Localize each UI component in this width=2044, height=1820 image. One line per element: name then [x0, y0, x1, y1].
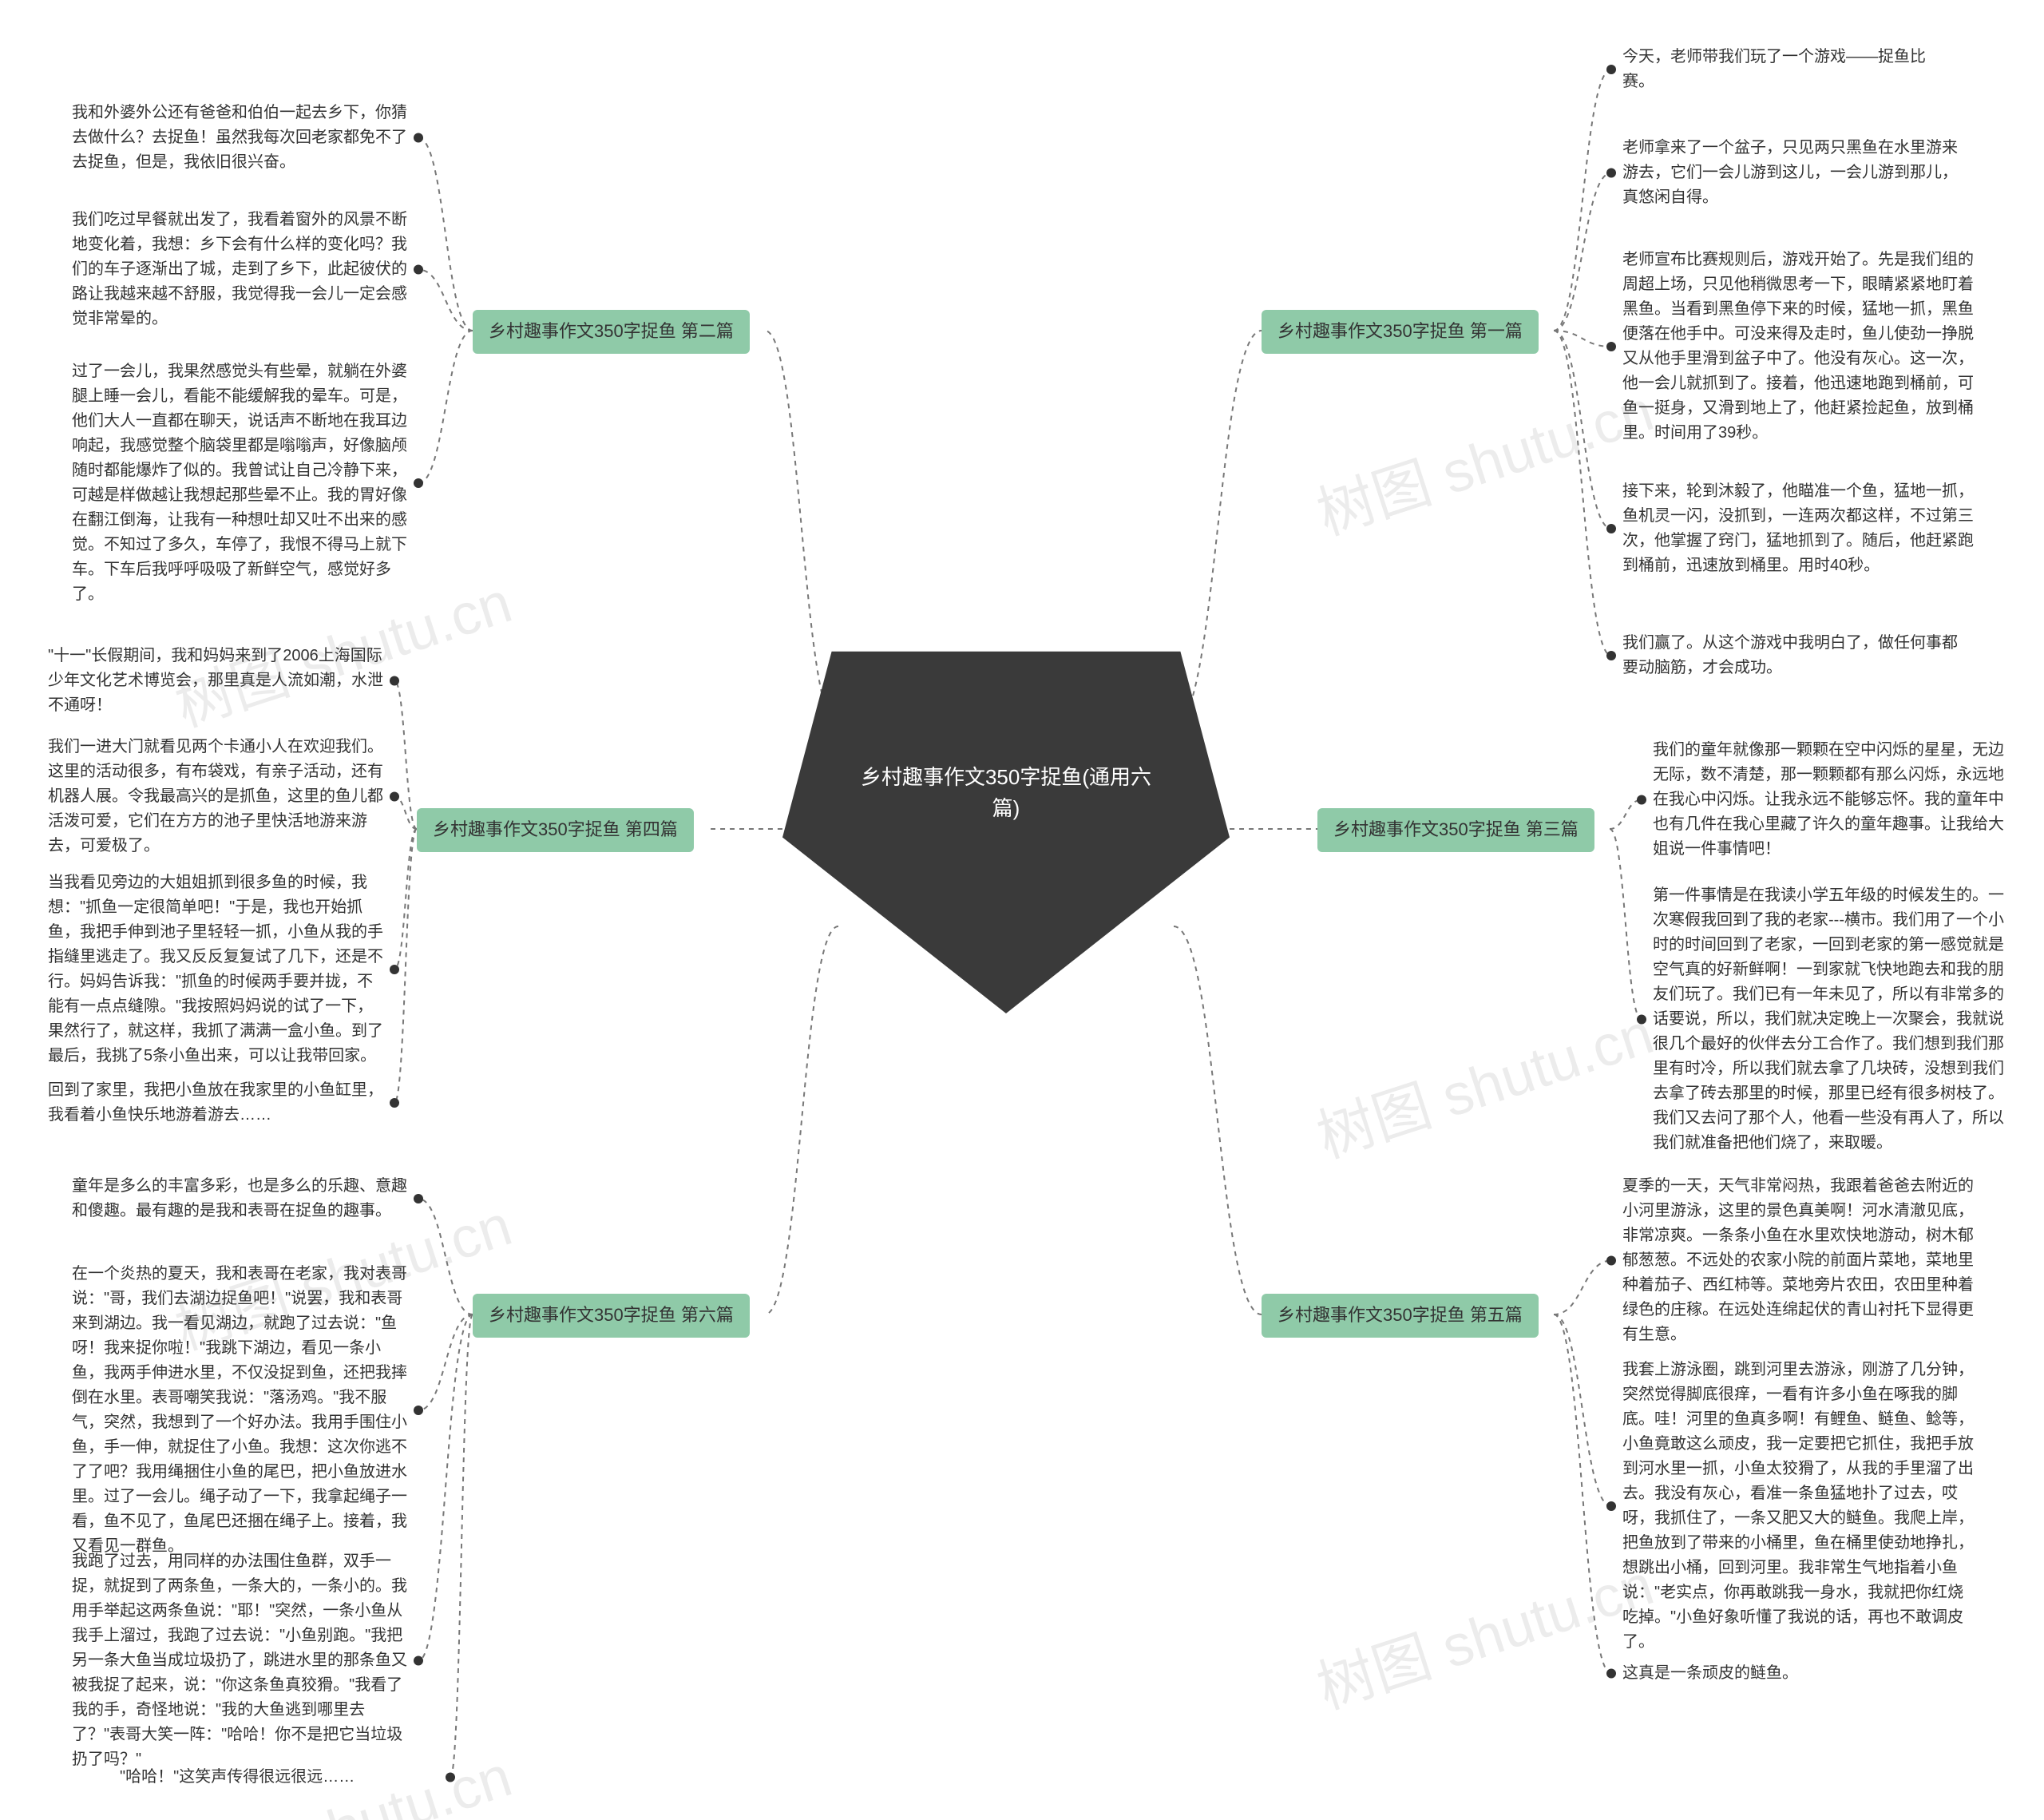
branch-label: 乡村趣事作文350字捉鱼 第四篇 [417, 808, 694, 852]
branch-label: 乡村趣事作文350字捉鱼 第二篇 [473, 310, 750, 354]
watermark-text: 树图 shutu.cn [1305, 363, 1662, 551]
center-title: 乡村趣事作文350字捉鱼(通用六篇) [854, 762, 1158, 824]
leaf-text: 我们一进大门就看见两个卡通小人在欢迎我们。这里的活动很多，有布袋戏，有亲子活动，… [48, 735, 383, 858]
leaf-text: 夏季的一天，天气非常闷热，我跟着爸爸去附近的小河里游泳，这里的景色真美啊！河水清… [1622, 1174, 1974, 1347]
leaf-text: 当我看见旁边的大姐姐抓到很多鱼的时候，我想："抓鱼一定很简单吧！"于是，我也开始… [48, 870, 383, 1069]
watermark-text: 树图 shutu.cn [1305, 1537, 1662, 1725]
leaf-text: 老师拿来了一个盆子，只见两只黑鱼在水里游来游去，它们一会儿游到这儿，一会儿游到那… [1622, 136, 1958, 210]
center-pentagon [782, 652, 1230, 1013]
leaf-text: 童年是多么的丰富多彩，也是多么的乐趣、意趣和傻趣。最有趣的是我和表哥在捉鱼的趣事… [72, 1174, 407, 1223]
leaf-text: 老师宣布比赛规则后，游戏开始了。先是我们组的周超上场，只见他稍微思考一下，眼睛紧… [1622, 248, 1974, 446]
leaf-text: 回到了家里，我把小鱼放在我家里的小鱼缸里，我看着小鱼快乐地游着游去…… [48, 1078, 383, 1128]
leaf-text: "十一"长假期间，我和妈妈来到了2006上海国际少年文化艺术博览会，那里真是人流… [48, 644, 383, 718]
leaf-text: 我和外婆外公还有爸爸和伯伯一起去乡下，你猜去做什么？去捉鱼！虽然我每次回老家都免… [72, 101, 407, 175]
leaf-text: 接下来，轮到沐毅了，他瞄准一个鱼，猛地一抓，鱼机灵一闪，没抓到，一连两次都这样，… [1622, 479, 1974, 578]
leaf-text: 我们的童年就像那一颗颗在空中闪烁的星星，无边无际，数不清楚，那一颗颗都有那么闪烁… [1653, 738, 2004, 862]
branch-label: 乡村趣事作文350字捉鱼 第三篇 [1317, 808, 1594, 852]
leaf-text: 我跑了过去，用同样的办法围住鱼群，双手一捉，就捉到了两条鱼，一条大的，一条小的。… [72, 1549, 407, 1772]
mindmap-canvas: 树图 shutu.cn树图 shutu.cn树图 shutu.cn树图 shut… [0, 0, 2044, 1820]
leaf-text: "哈哈！"这笑声传得很远很远…… [120, 1765, 439, 1790]
leaf-text: 第一件事情是在我读小学五年级的时候发生的。一次寒假我回到了我的老家---横市。我… [1653, 883, 2004, 1156]
watermark-text: 树图 shutu.cn [1305, 986, 1662, 1174]
leaf-text: 今天，老师带我们玩了一个游戏——捉鱼比赛。 [1622, 45, 1942, 94]
leaf-text: 我们赢了。从这个游戏中我明白了，做任何事都要动脑筋，才会成功。 [1622, 631, 1958, 680]
branch-label: 乡村趣事作文350字捉鱼 第六篇 [473, 1294, 750, 1338]
leaf-text: 这真是一条顽皮的鲢鱼。 [1622, 1661, 1958, 1686]
branch-label: 乡村趣事作文350字捉鱼 第五篇 [1262, 1294, 1539, 1338]
branch-label: 乡村趣事作文350字捉鱼 第一篇 [1262, 310, 1539, 354]
leaf-text: 过了一会儿，我果然感觉头有些晕，就躺在外婆腿上睡一会儿，看能不能缓解我的晕车。可… [72, 359, 407, 607]
leaf-text: 我们吃过早餐就出发了，我看着窗外的风景不断地变化着，我想：乡下会有什么样的变化吗… [72, 208, 407, 331]
leaf-text: 我套上游泳圈，跳到河里去游泳，刚游了几分钟，突然觉得脚底很痒，一看有许多小鱼在啄… [1622, 1358, 1974, 1655]
leaf-text: 在一个炎热的夏天，我和表哥在老家，我对表哥说："哥，我们去湖边捉鱼吧！"说罢，我… [72, 1262, 407, 1559]
